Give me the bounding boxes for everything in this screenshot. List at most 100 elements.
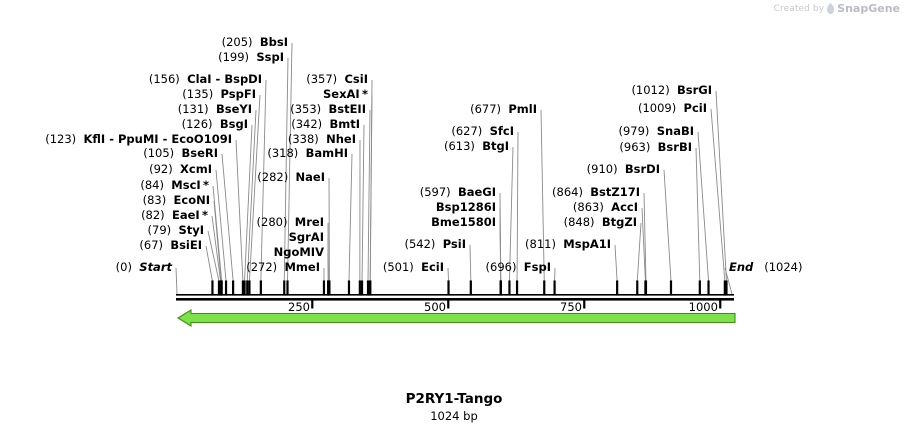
site-position: (205) <box>221 35 253 49</box>
enzyme-name: BspDI <box>224 72 262 86</box>
site-label-econi: (83) EcoNI <box>143 194 210 207</box>
site-label-pspfi: (135) PspFI <box>182 88 256 101</box>
site-position: (864) <box>552 185 583 199</box>
enzyme-name: BsrGI <box>677 83 712 97</box>
site-position: (542) <box>404 237 436 251</box>
site-position: (126) <box>181 117 213 131</box>
ruler-tick <box>447 300 450 309</box>
site-position: (156) <box>148 72 180 86</box>
watermark-prefix: Created by <box>773 3 825 14</box>
site-label-ecii: (501) EciI <box>383 261 444 274</box>
site-position: (1009) <box>637 101 677 115</box>
enzyme-name: BsgI <box>219 117 248 131</box>
enzyme-name: SexAI <box>323 87 360 101</box>
leader-line <box>367 109 371 282</box>
enzyme-name: SfcI <box>489 124 514 138</box>
site-label-mmei: (272) MmeI <box>246 261 320 274</box>
site-label-bsiei: (67) BsiEI <box>139 239 202 252</box>
leader-line <box>641 207 646 282</box>
enzyme-name: BstZ17I <box>590 185 640 199</box>
site-label-bbsi: (205) BbsI <box>222 36 288 49</box>
enzyme-name: NheI <box>326 132 356 146</box>
terminal-label-start: (0) Start <box>116 261 172 274</box>
leader-line <box>246 109 257 282</box>
page-title: P2RY1-Tango <box>405 391 503 407</box>
site-label-bsrdi: (910) BsrDI <box>587 163 660 176</box>
backbone-thick-line <box>176 298 734 301</box>
terminal-name: Start <box>139 260 172 274</box>
ruler-ticks <box>311 300 722 309</box>
enzyme-name: BtgZI <box>601 215 637 229</box>
site-position: (342) <box>291 117 323 131</box>
site-position: (84) <box>140 178 164 192</box>
site-label-baegi: (597) BaeGI <box>420 186 496 199</box>
site-label-csii: (357) CsiI <box>306 73 368 86</box>
leader-line <box>516 131 519 282</box>
name-separator: - <box>211 72 225 86</box>
name-separator: - <box>158 132 172 146</box>
enzyme-name: EciI <box>421 260 444 274</box>
enzyme-name: MreI <box>294 215 324 229</box>
site-position: (318) <box>267 146 299 160</box>
enzyme-name: Bsp1286I <box>435 200 496 214</box>
site-label-bsteii: (353) BstEII <box>290 103 366 116</box>
ruler-label-750: 750 <box>560 300 582 314</box>
leader-line <box>710 108 726 282</box>
enzyme-name: EcoO109I <box>171 132 232 146</box>
site-label-btgzi: (848) BtgZI <box>564 216 637 229</box>
enzyme-name: KflI <box>83 132 106 146</box>
site-label-bsrbi: (963) BsrBI <box>619 141 692 154</box>
leader-line <box>447 267 449 282</box>
site-label-bmti: (342) BmtI <box>291 118 360 131</box>
leader-line <box>215 169 227 282</box>
enzyme-name: EcoNI <box>173 193 210 207</box>
site-position: (338) <box>287 132 319 146</box>
site-position: (83) <box>142 193 167 207</box>
enzyme-name: MspA1I <box>563 237 611 251</box>
site-label-clai: (156) ClaI - BspDI <box>149 73 262 86</box>
enzyme-name: Bme1580I <box>431 215 496 229</box>
ruler-label-1000: 1000 <box>688 300 718 314</box>
site-position: (79) <box>147 223 172 237</box>
name-separator: - <box>105 132 118 146</box>
site-position: (353) <box>290 102 322 116</box>
enzyme-name: SgrAI <box>288 230 324 244</box>
site-position: (613) <box>443 139 475 153</box>
leader-line <box>540 109 545 282</box>
site-position: (963) <box>619 140 651 154</box>
enzyme-name: NgoMIV <box>273 245 324 259</box>
site-position: (82) <box>141 208 165 222</box>
site-label-xcmi: (92) XcmI <box>149 163 212 176</box>
snapgene-logo-icon <box>827 3 835 14</box>
terminal-position: (0) <box>115 260 132 274</box>
enzyme-name: BbsI <box>259 35 288 49</box>
site-position: (282) <box>257 170 289 184</box>
leader-line <box>207 230 220 282</box>
star-activity-marker: * <box>199 208 208 222</box>
site-label-mspa1i: (811) MspA1I <box>525 238 611 251</box>
site-label-naei: (282) NaeI <box>257 171 325 184</box>
site-label-btgi: (613) BtgI <box>444 140 509 153</box>
terminal-label-end: End (1024) <box>729 261 803 274</box>
leader-line <box>348 153 353 282</box>
site-position: (123) <box>45 132 77 146</box>
site-position: (696) <box>485 260 517 274</box>
site-label-bsrgi: (1012) BsrGI <box>631 84 712 97</box>
site-label-snabi: (979) SnaBI <box>618 125 694 138</box>
site-position: (597) <box>419 185 451 199</box>
site-label-styi: (79) StyI <box>148 224 204 237</box>
site-position: (848) <box>563 215 595 229</box>
site-label-psii: (542) PsiI <box>404 238 466 251</box>
star-activity-marker: * <box>359 87 368 101</box>
terminal-name: End <box>729 260 754 274</box>
leader-line <box>715 90 727 282</box>
site-label-fspi: (696) FspI <box>486 261 551 274</box>
ruler-label-250: 250 <box>288 300 310 314</box>
orf-arrow <box>176 309 736 327</box>
site-label-bsp1286i: Bsp1286I <box>436 201 496 214</box>
snapgene-watermark: Created by SnapGene <box>774 2 900 15</box>
site-position: (199) <box>218 50 250 64</box>
